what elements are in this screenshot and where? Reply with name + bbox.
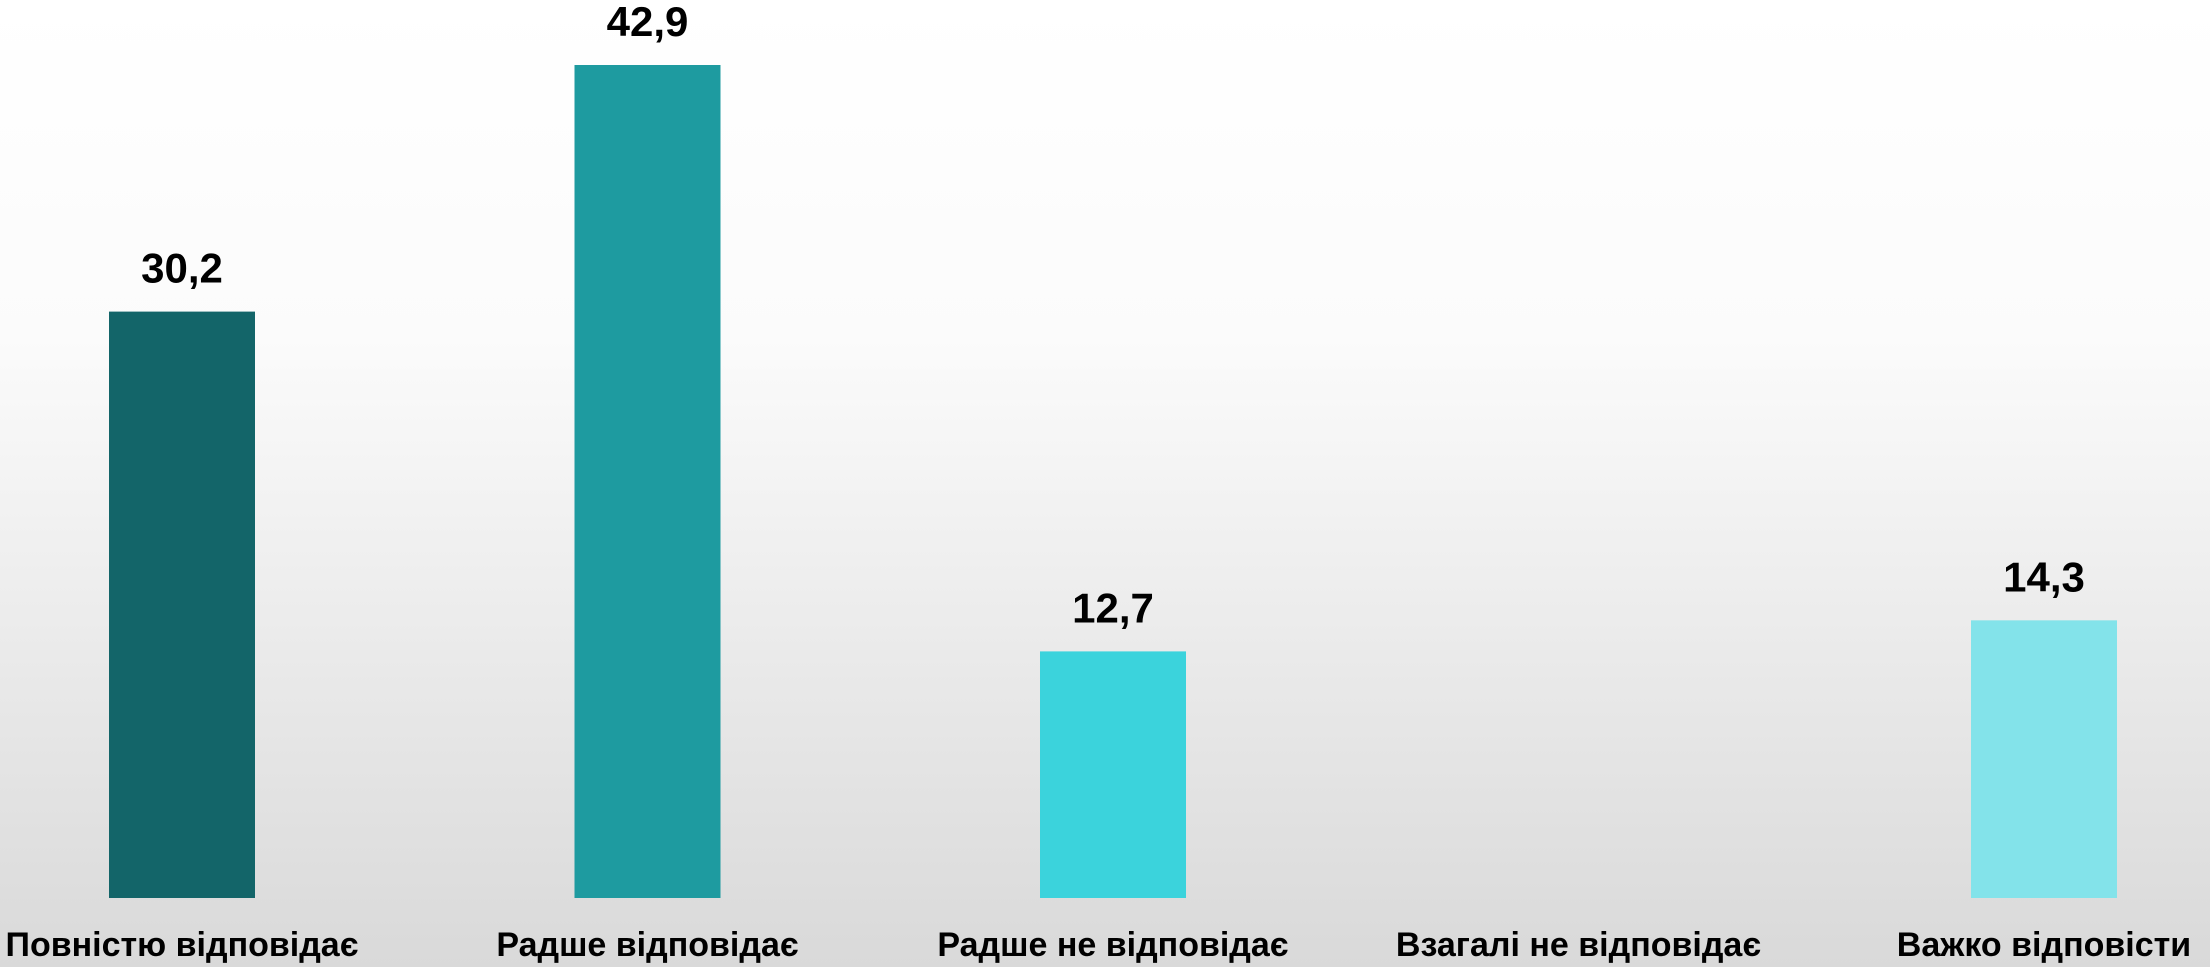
bar	[109, 311, 255, 898]
x-tick-label: Повністю відповідає	[6, 926, 359, 964]
value-label: 14,3	[2003, 553, 2085, 600]
value-label: 42,9	[607, 0, 689, 45]
x-tick-label: Радше відповідає	[496, 926, 798, 964]
x-tick-label: Взагалі не відповідає	[1396, 926, 1761, 964]
bar	[1971, 620, 2117, 898]
bar	[1040, 651, 1186, 898]
bar	[574, 65, 721, 898]
x-tick-label: Радше не відповідає	[937, 926, 1288, 964]
value-label: 12,7	[1072, 584, 1154, 631]
x-tick-label: Важко відповісти	[1897, 926, 2191, 964]
value-label: 30,2	[141, 245, 223, 292]
